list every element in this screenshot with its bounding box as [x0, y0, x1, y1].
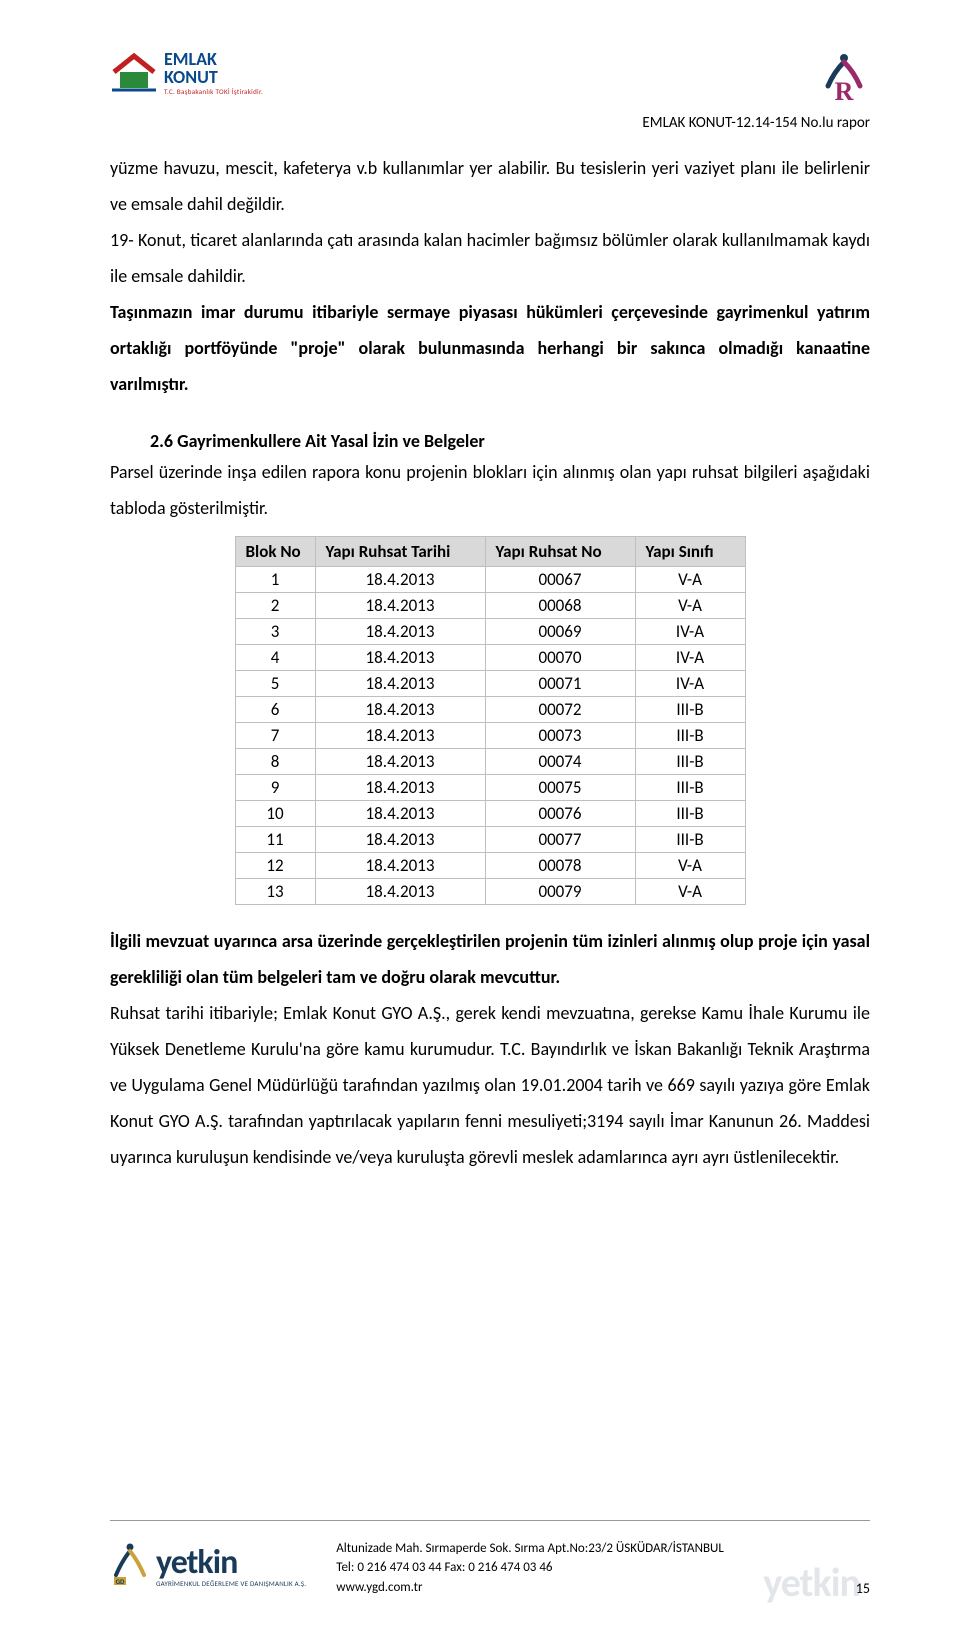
table-cell: 18.4.2013 — [315, 645, 485, 671]
table-row: 118.4.201300067V-A — [235, 567, 745, 593]
table-cell: V-A — [635, 593, 745, 619]
table-cell: 00069 — [485, 619, 635, 645]
table-cell: IV-A — [635, 619, 745, 645]
table-row: 718.4.201300073III-B — [235, 723, 745, 749]
table-row: 918.4.201300075III-B — [235, 775, 745, 801]
table-cell: 00073 — [485, 723, 635, 749]
logo-left-text: EMLAK KONUT T.C. Başbakanlık TOKİ İştira… — [164, 50, 263, 95]
table-cell: 18.4.2013 — [315, 567, 485, 593]
table-header: Yapı Ruhsat Tarihi — [315, 537, 485, 567]
table-cell: 00076 — [485, 801, 635, 827]
table-row: 1018.4.201300076III-B — [235, 801, 745, 827]
table-cell: 9 — [235, 775, 315, 801]
table-cell: 6 — [235, 697, 315, 723]
table-header: Yapı Ruhsat No — [485, 537, 635, 567]
paragraph: Ruhsat tarihi itibariyle; Emlak Konut GY… — [110, 995, 870, 1175]
table-cell: III-B — [635, 723, 745, 749]
paragraph-bold: Taşınmazın imar durumu itibariyle sermay… — [110, 294, 870, 402]
table-cell: 2 — [235, 593, 315, 619]
table-cell: 18.4.2013 — [315, 619, 485, 645]
table-row: 1218.4.201300078V-A — [235, 853, 745, 879]
table-cell: 4 — [235, 645, 315, 671]
table-cell: 18.4.2013 — [315, 853, 485, 879]
table-cell: 00071 — [485, 671, 635, 697]
table-row: 318.4.201300069IV-A — [235, 619, 745, 645]
svg-text:R: R — [835, 77, 854, 106]
footer-logo: GD yetkin GAYRİMENKUL DEĞERLEME VE DANIŞ… — [110, 1541, 306, 1594]
paragraph: 19- Konut, ticaret alanlarında çatı aras… — [110, 222, 870, 294]
table-cell: 18.4.2013 — [315, 697, 485, 723]
table-cell: 12 — [235, 853, 315, 879]
table-cell: III-B — [635, 827, 745, 853]
table-cell: 8 — [235, 749, 315, 775]
table-cell: V-A — [635, 879, 745, 905]
report-number: EMLAK KONUT-12.14-154 No.lu rapor — [110, 114, 870, 132]
table-row: 518.4.201300071IV-A — [235, 671, 745, 697]
table-cell: III-B — [635, 801, 745, 827]
table-cell: 10 — [235, 801, 315, 827]
table-cell: 5 — [235, 671, 315, 697]
footer-web: www.ygd.com.tr — [336, 1578, 870, 1598]
table-row: 818.4.201300074III-B — [235, 749, 745, 775]
table-cell: III-B — [635, 775, 745, 801]
paragraph: Parsel üzerinde inşa edilen rapora konu … — [110, 454, 870, 526]
footer: GD yetkin GAYRİMENKUL DEĞERLEME VE DANIŞ… — [110, 1520, 870, 1598]
table-cell: 00070 — [485, 645, 635, 671]
table-cell: 18.4.2013 — [315, 593, 485, 619]
table-cell: 18.4.2013 — [315, 775, 485, 801]
table-cell: IV-A — [635, 645, 745, 671]
footer-logo-text: yetkin — [156, 1548, 306, 1579]
table-cell: 00079 — [485, 879, 635, 905]
table-cell: 18.4.2013 — [315, 801, 485, 827]
logo-emlak-konut: EMLAK KONUT T.C. Başbakanlık TOKİ İştira… — [110, 50, 263, 95]
table-cell: 18.4.2013 — [315, 879, 485, 905]
table-cell: 00074 — [485, 749, 635, 775]
paragraph: yüzme havuzu, mescit, kafeterya v.b kull… — [110, 150, 870, 222]
table-row: 418.4.201300070IV-A — [235, 645, 745, 671]
footer-address: Altunizade Mah. Sırmaperde Sok. Sırma Ap… — [336, 1539, 870, 1559]
footer-logo-sub: GAYRİMENKUL DEĞERLEME VE DANIŞMANLIK A.Ş… — [156, 1579, 306, 1588]
house-icon — [110, 52, 158, 94]
logo-ygd-icon: R — [818, 50, 870, 106]
table-header: Blok No — [235, 537, 315, 567]
table-cell: V-A — [635, 853, 745, 879]
table-cell: 18.4.2013 — [315, 827, 485, 853]
footer-tel: Tel: 0 216 474 03 44 Fax: 0 216 474 03 4… — [336, 1558, 870, 1578]
table-cell: V-A — [635, 567, 745, 593]
logo-line2: KONUT — [164, 68, 263, 86]
table-cell: 00067 — [485, 567, 635, 593]
table-row: 1118.4.201300077III-B — [235, 827, 745, 853]
table-cell: 00077 — [485, 827, 635, 853]
table-cell: 00072 — [485, 697, 635, 723]
table-cell: 11 — [235, 827, 315, 853]
svg-text:GD: GD — [116, 1577, 125, 1586]
table-header: Yapı Sınıfı — [635, 537, 745, 567]
logo-subline: T.C. Başbakanlık TOKİ İştirakidir. — [164, 88, 263, 95]
table-cell: III-B — [635, 749, 745, 775]
body-content: yüzme havuzu, mescit, kafeterya v.b kull… — [110, 150, 870, 1175]
table-row: 218.4.201300068V-A — [235, 593, 745, 619]
table-cell: 1 — [235, 567, 315, 593]
table-cell: 00068 — [485, 593, 635, 619]
table-cell: 7 — [235, 723, 315, 749]
header: EMLAK KONUT T.C. Başbakanlık TOKİ İştira… — [110, 50, 870, 106]
table-cell: 18.4.2013 — [315, 723, 485, 749]
table-cell: IV-A — [635, 671, 745, 697]
table-cell: 18.4.2013 — [315, 749, 485, 775]
table-row: 618.4.201300072III-B — [235, 697, 745, 723]
table-cell: 00078 — [485, 853, 635, 879]
paragraph-bold: İlgili mevzuat uyarınca arsa üzerinde ge… — [110, 923, 870, 995]
table-cell: III-B — [635, 697, 745, 723]
table-cell: 3 — [235, 619, 315, 645]
footer-contact: Altunizade Mah. Sırmaperde Sok. Sırma Ap… — [336, 1539, 870, 1598]
table-row: 1318.4.201300079V-A — [235, 879, 745, 905]
table-cell: 18.4.2013 — [315, 671, 485, 697]
table-cell: 00075 — [485, 775, 635, 801]
person-icon: GD — [110, 1541, 150, 1594]
page-number: 15 — [856, 1580, 870, 1597]
section-heading: 2.6 Gayrimenkullere Ait Yasal İzin ve Be… — [150, 430, 870, 452]
table-cell: 13 — [235, 879, 315, 905]
ruhsat-table: Blok NoYapı Ruhsat TarihiYapı Ruhsat NoY… — [235, 536, 746, 905]
